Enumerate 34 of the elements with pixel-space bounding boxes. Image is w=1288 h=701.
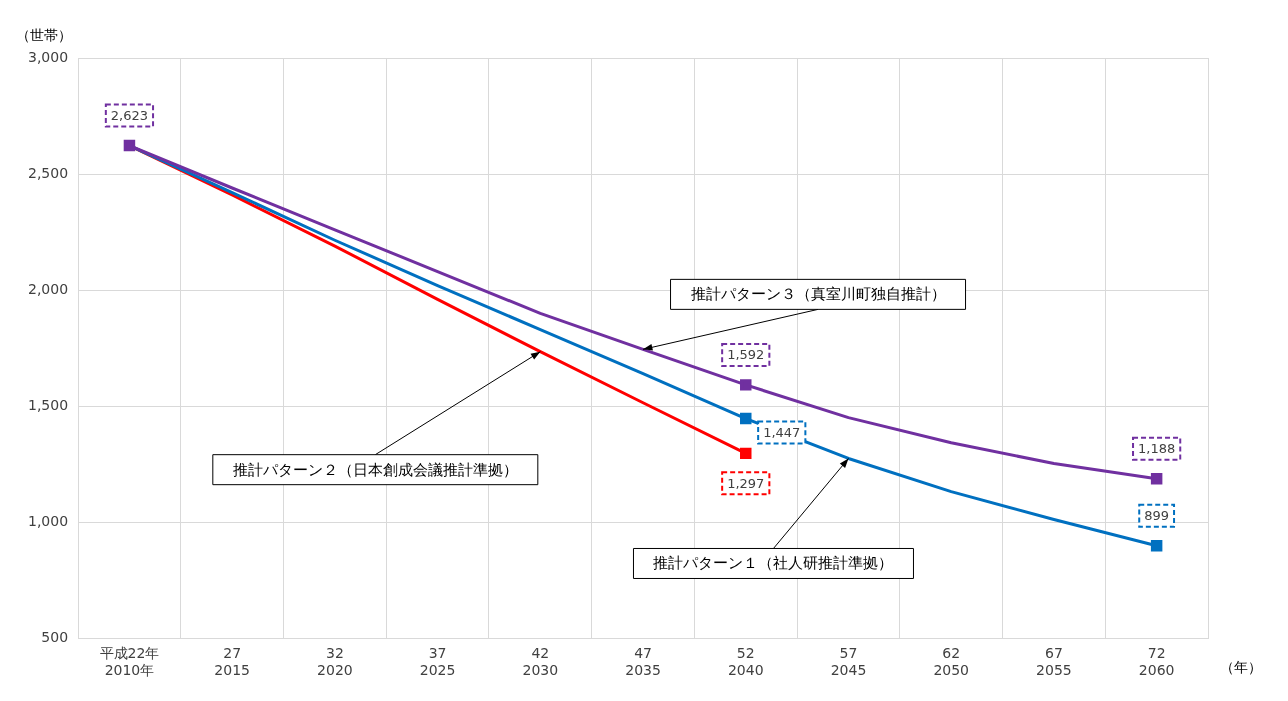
text: 推計パターン１（社人研推計準拠）	[653, 554, 894, 573]
x-tick-label: 47 2035	[625, 645, 661, 679]
data-label: 1,297	[727, 475, 765, 491]
x-tick-label: 67 2055	[1036, 645, 1072, 679]
data-label: 1,188	[1138, 441, 1176, 457]
x-tick-label: 平成22年 2010年	[99, 645, 160, 679]
y-tick-label: 1,500	[27, 396, 69, 413]
data-label: 899	[1144, 508, 1170, 524]
y-tick-label: 500	[41, 629, 69, 646]
x-tick-label: 42 2030	[522, 645, 559, 679]
y-tick-label: 3,000	[27, 48, 69, 65]
x-tick-label: 72 2060	[1138, 645, 1175, 679]
y-tick-label: 1,000	[27, 512, 69, 529]
y-tick-label: 2,000	[27, 280, 69, 297]
text: 推計パターン３（真室川町独自推計）	[690, 285, 946, 304]
text: 推計パターン２（日本創成会議推計準拠）	[232, 460, 518, 479]
point	[740, 412, 752, 425]
x-tick-label: 37 2025	[419, 645, 456, 679]
point	[740, 379, 752, 391]
y-tick-label: 2,500	[27, 164, 69, 181]
data-label: 1,592	[727, 347, 765, 363]
point	[740, 447, 752, 460]
data-label: 1,447	[763, 424, 801, 440]
y-axis-title: （世帯）	[16, 26, 72, 43]
point	[1150, 472, 1163, 485]
x-tick-label: 57 2045	[830, 645, 867, 679]
data-label: 2,623	[110, 107, 149, 123]
point	[1150, 540, 1163, 552]
x-tick-label: 62 2050	[933, 645, 970, 679]
x-tick-label: 52 2040	[727, 645, 764, 679]
x-axis-title: （年）	[1220, 659, 1262, 676]
point	[123, 139, 136, 152]
x-tick-label: 27 2015	[214, 645, 250, 679]
x-tick-label: 32 2020	[317, 645, 353, 679]
